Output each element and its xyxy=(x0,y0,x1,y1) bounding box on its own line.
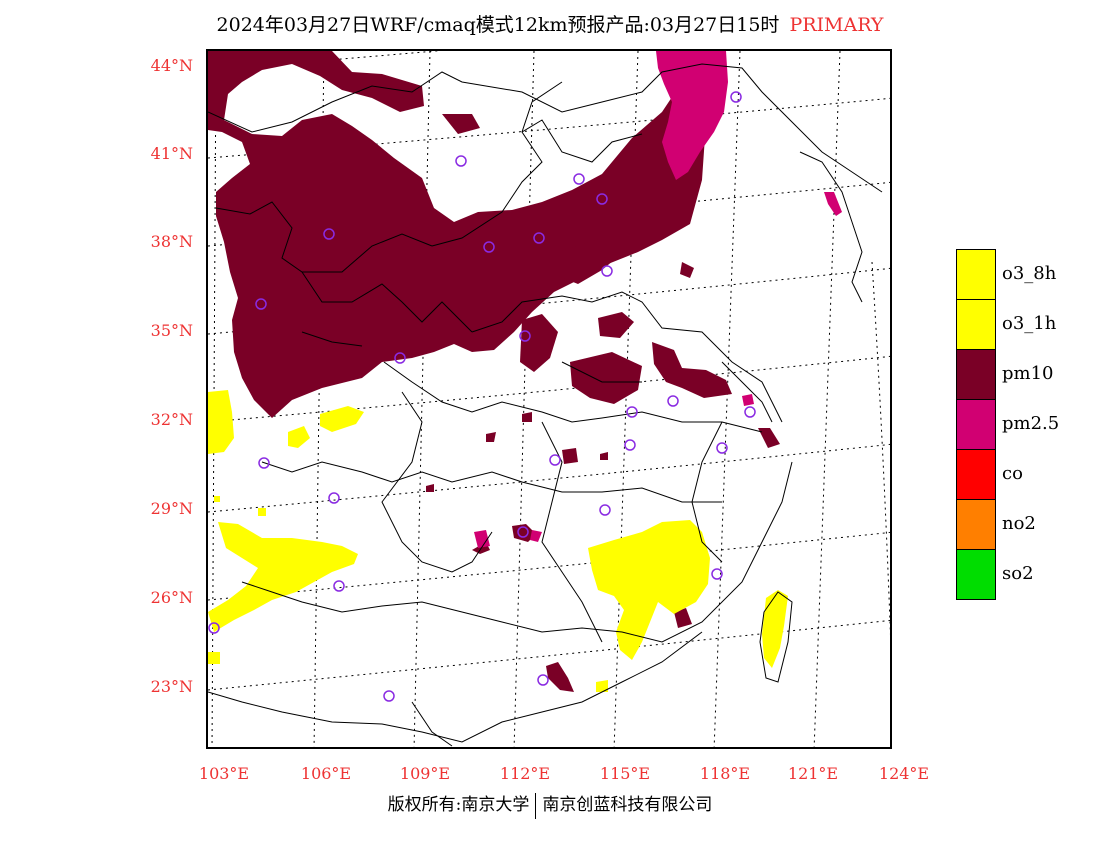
legend-label: pm10 xyxy=(1002,363,1054,384)
legend-swatch xyxy=(956,399,996,450)
legend-label: pm2.5 xyxy=(1002,413,1060,434)
footer-divider xyxy=(535,792,537,819)
primary-tag: PRIMARY xyxy=(789,14,884,36)
legend-swatch xyxy=(956,549,996,600)
legend-label: so2 xyxy=(1002,563,1034,584)
lat-label-35: 35°N xyxy=(150,321,193,340)
lat-label-38: 38°N xyxy=(150,232,193,251)
station-marker xyxy=(455,155,467,167)
map-frame xyxy=(206,49,892,749)
station-marker xyxy=(208,622,220,634)
title-text: 2024年03月27日WRF/cmaq模式12km预报产品:03月27日15时 xyxy=(216,14,780,36)
legend-swatch xyxy=(956,349,996,400)
station-marker xyxy=(483,241,495,253)
footer-left: 版权所有:南京大学 xyxy=(387,795,530,815)
station-marker xyxy=(258,457,270,469)
station-marker xyxy=(394,352,406,364)
lon-label-121: 121°E xyxy=(787,764,839,783)
station-marker xyxy=(601,265,613,277)
lat-label-32: 32°N xyxy=(150,410,193,429)
station-marker xyxy=(730,91,742,103)
o3-area xyxy=(208,390,788,692)
lon-label-109: 109°E xyxy=(399,764,451,783)
station-marker xyxy=(667,395,679,407)
station-marker xyxy=(255,298,267,310)
lat-label-29: 29°N xyxy=(150,499,193,518)
pm25-area xyxy=(474,51,842,548)
lon-label-124: 124°E xyxy=(878,764,930,783)
lon-label-106: 106°E xyxy=(300,764,352,783)
station-marker xyxy=(624,439,636,451)
station-markers xyxy=(208,91,756,702)
station-marker xyxy=(533,232,545,244)
map-title: 2024年03月27日WRF/cmaq模式12km预报产品:03月27日15时 P… xyxy=(0,10,1100,37)
legend-swatch xyxy=(956,449,996,500)
lat-label-23: 23°N xyxy=(150,677,193,696)
station-marker xyxy=(323,228,335,240)
lat-label-41: 41°N xyxy=(150,144,193,163)
station-marker xyxy=(716,442,728,454)
station-marker xyxy=(537,674,549,686)
lat-label-44: 44°N xyxy=(150,56,193,75)
station-marker xyxy=(626,406,638,418)
legend-swatch xyxy=(956,249,996,300)
legend-label: co xyxy=(1002,463,1023,484)
lat-label-26: 26°N xyxy=(150,588,193,607)
station-marker xyxy=(328,492,340,504)
station-marker xyxy=(711,568,723,580)
copyright-footer: 版权所有:南京大学 南京创蓝科技有限公司 xyxy=(0,790,1100,819)
legend-label: no2 xyxy=(1002,513,1036,534)
station-marker xyxy=(549,454,561,466)
legend-swatch xyxy=(956,499,996,550)
station-marker xyxy=(383,690,395,702)
pm10-area xyxy=(208,51,780,692)
lon-label-118: 118°E xyxy=(699,764,751,783)
boundaries xyxy=(208,63,883,747)
station-marker xyxy=(596,193,608,205)
lon-label-115: 115°E xyxy=(599,764,651,783)
station-marker xyxy=(517,526,529,538)
station-marker xyxy=(519,330,531,342)
legend-label: o3_1h xyxy=(1002,313,1057,334)
lon-label-112: 112°E xyxy=(499,764,551,783)
footer-right: 南京创蓝科技有限公司 xyxy=(542,795,713,815)
pollution-map xyxy=(208,51,890,747)
station-marker xyxy=(744,406,756,418)
station-marker xyxy=(573,173,585,185)
lon-label-103: 103°E xyxy=(198,764,250,783)
legend-swatch xyxy=(956,299,996,350)
station-marker xyxy=(333,580,345,592)
legend-label: o3_8h xyxy=(1002,263,1057,284)
station-marker xyxy=(599,504,611,516)
